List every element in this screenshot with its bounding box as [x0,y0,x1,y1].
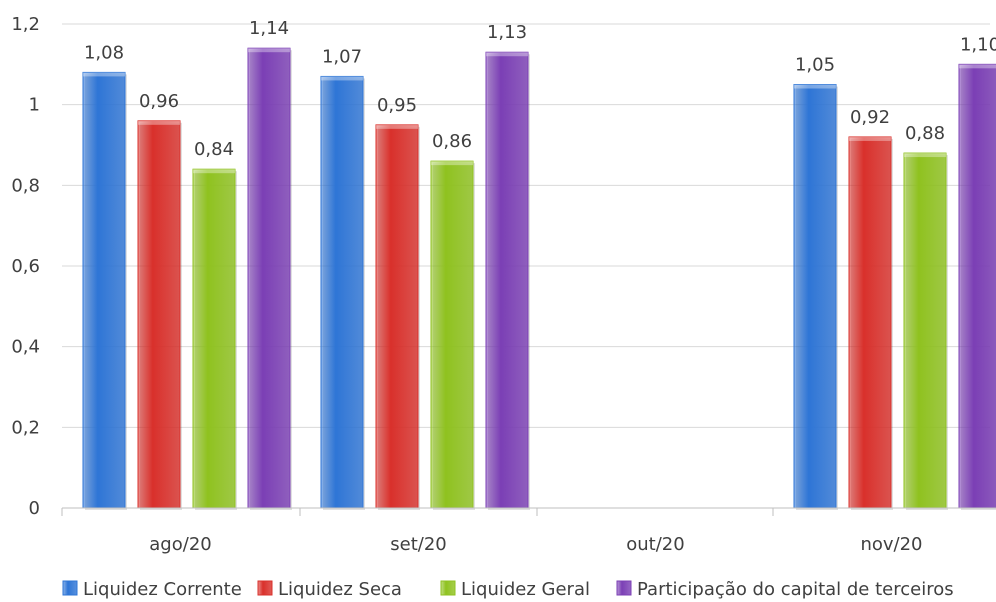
legend-swatch [257,580,273,596]
bar-cap [904,153,946,158]
y-tick-label: 0 [29,498,40,519]
legend-label: Liquidez Geral [461,579,590,600]
bar [958,63,996,509]
bar [247,47,291,509]
bar [485,51,529,509]
x-tick-label: out/20 [626,534,684,555]
bar [793,84,837,509]
legend-swatch [440,580,456,596]
legend-label: Liquidez Corrente [83,579,242,600]
legend-swatch [62,580,78,596]
bar [430,160,474,509]
data-label: 1,13 [487,22,527,43]
data-label: 0,84 [194,139,234,160]
legend-swatch [616,580,632,596]
data-label: 1,10 [960,34,996,55]
bar-cap [83,72,125,77]
x-tick-label: set/20 [390,534,446,555]
bar [192,168,236,509]
y-tick-label: 1 [29,95,40,116]
x-axis: ago/20 set/20 out/20 nov/20 [61,507,996,555]
data-label: 1,08 [84,42,124,63]
data-label: 0,92 [850,107,890,128]
bar [320,75,364,509]
y-axis-ticks: 0 0,2 0,4 0,6 0,8 1 1,2 [11,14,40,519]
bar [137,120,181,509]
x-tick-label: nov/20 [860,534,922,555]
bar [903,152,947,509]
bar-cap [138,120,180,125]
bar-cap [794,84,836,89]
y-tick-label: 1,2 [11,14,40,35]
bar-cap [193,169,235,174]
data-label: 1,14 [249,18,289,39]
data-label: 1,07 [322,46,362,67]
bar-cap [376,124,418,129]
legend: Liquidez Corrente Liquidez Seca Liquidez G… [62,579,954,600]
data-label: 0,95 [377,95,417,116]
data-label: 0,96 [139,91,179,112]
data-label: 0,88 [905,123,945,144]
x-tick-label: ago/20 [149,534,211,555]
y-tick-label: 0,8 [11,175,40,196]
legend-label: Liquidez Seca [278,579,402,600]
bars [82,47,996,511]
data-labels: 1,08 0,96 0,84 1,14 1,07 0,95 0,86 1,13 1,05 0,92… [84,18,996,160]
y-tick-label: 0,2 [11,417,40,438]
bar-cap [431,161,473,166]
data-label: 1,05 [795,55,835,76]
legend-label: Participação do capital de terceiros [637,579,954,600]
bar [848,136,892,509]
bar-cap [959,64,996,69]
bar-cap [321,76,363,81]
data-label: 0,86 [432,131,472,152]
bar [82,71,126,509]
y-tick-label: 0,6 [11,256,40,277]
bar [375,124,419,509]
y-tick-label: 0,4 [11,337,40,358]
bar-cap [248,48,290,53]
bar-cap [849,136,891,141]
bar-cap [486,52,528,57]
